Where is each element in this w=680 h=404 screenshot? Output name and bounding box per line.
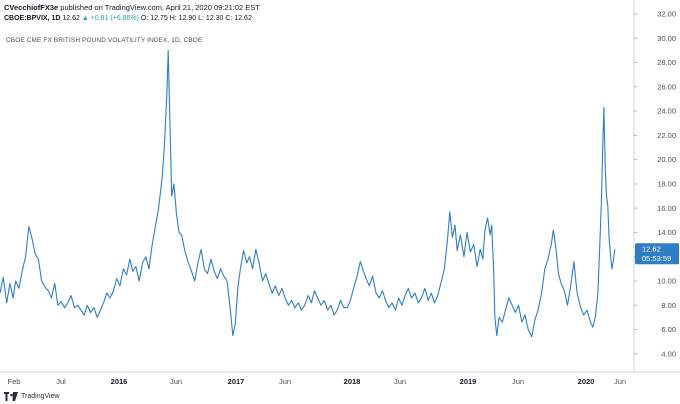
series-line[interactable]	[0, 49, 616, 338]
x-tick-label: 2020	[578, 377, 595, 386]
publish-info: published on TradingView.com, April 21, …	[60, 3, 260, 12]
last-price: 12.62	[62, 15, 80, 22]
y-tick-label: 10.00	[657, 277, 676, 286]
time-axis[interactable]: Feb Jul 2016 Jun 2017 Jun 2018 Jun 2019 Jun 2020 Ju…	[8, 377, 627, 386]
y-tick-label: 22.00	[657, 131, 676, 140]
brand-name[interactable]: TradingView	[21, 392, 60, 400]
y-tick-label: 32.00	[657, 10, 676, 19]
y-tick-label: 26.00	[657, 82, 676, 91]
x-tick-label: Jun	[614, 377, 626, 386]
y-tick-label: 16.00	[657, 204, 676, 213]
y-tick-label: 24.00	[657, 107, 676, 116]
x-tick-label: 2017	[228, 377, 245, 386]
y-tick-label: 20.00	[657, 155, 676, 164]
y-tick-label: 28.00	[657, 58, 676, 67]
x-tick-label: Jun	[279, 377, 291, 386]
series-layer	[0, 49, 616, 338]
chart-title: CBOE CME FX BRITISH POUND VOLATILITY IND…	[6, 37, 203, 44]
publish-attribution: CVecchiofFX3e published on TradingView.c…	[4, 3, 604, 13]
footer: TradingView	[4, 390, 60, 402]
y-tick-label: 30.00	[657, 34, 676, 43]
x-tick-label: Jun	[394, 377, 406, 386]
last-price-value: 12.62	[642, 245, 661, 254]
y-tick-label: 14.00	[657, 228, 676, 237]
bar-countdown: 05:53:59	[642, 254, 671, 263]
chart-header: CVecchiofFX3e published on TradingView.c…	[4, 3, 604, 24]
price-change: ▲ +0.81 (+6.86%)	[81, 15, 139, 22]
ticker-line: CBOE:BPVIX, 1D 12.62 ▲ +0.81 (+6.86%) O:…	[4, 14, 604, 24]
chart-canvas[interactable]: 4.006.008.0010.0012.0014.0016.0018.0020.…	[0, 0, 680, 390]
tradingview-logo-icon[interactable]	[4, 391, 18, 401]
author-name[interactable]: CVecchiofFX3e	[4, 3, 59, 12]
x-tick-label: Jun	[170, 377, 182, 386]
y-tick-label: 4.00	[661, 349, 676, 358]
x-tick-label: 2018	[344, 377, 361, 386]
x-tick-label: 2016	[111, 377, 128, 386]
y-tick-label: 6.00	[661, 325, 676, 334]
y-tick-label: 8.00	[661, 301, 676, 310]
price-axis[interactable]: 4.006.008.0010.0012.0014.0016.0018.0020.…	[634, 10, 676, 359]
x-tick-label: Jul	[56, 377, 66, 386]
x-tick-label: Feb	[8, 377, 21, 386]
symbol-label[interactable]: CBOE:BPVIX, 1D	[4, 15, 61, 22]
ohlc-values: O: 12.75 H: 12.90 L: 12.30 C: 12.62	[140, 15, 252, 22]
y-tick-label: 18.00	[657, 179, 676, 188]
x-tick-label: 2019	[460, 377, 477, 386]
last-price-label: 12.62 05:53:59	[635, 243, 679, 265]
x-tick-label: Jun	[512, 377, 524, 386]
